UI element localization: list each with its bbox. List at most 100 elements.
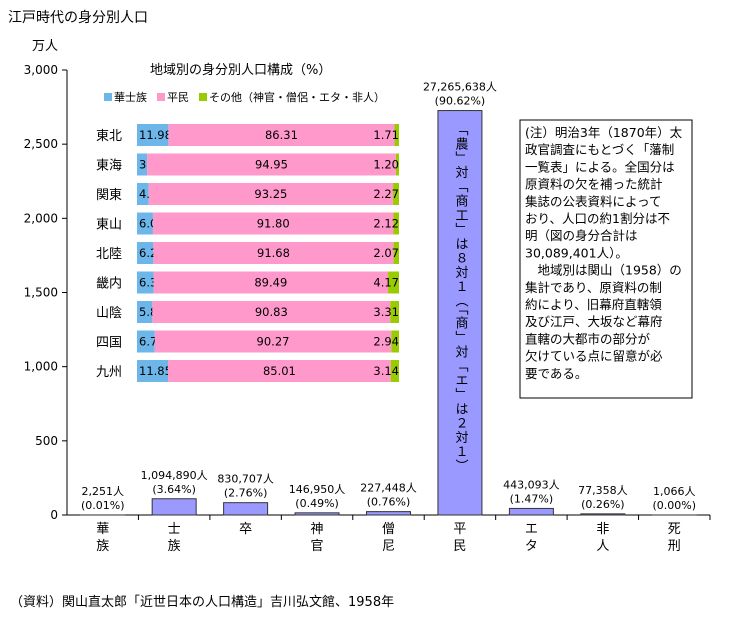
inset-value-label: 1.20: [373, 158, 399, 172]
y-tick-label: 0: [50, 508, 58, 522]
x-tick-char: 華: [96, 522, 109, 537]
y-unit: 万人: [32, 39, 58, 54]
x-tick-char: 士: [168, 522, 181, 537]
value-label: 227,448人: [360, 482, 417, 495]
x-tick-char: 尼: [382, 539, 395, 554]
x-tick-char: 人: [596, 539, 609, 554]
note-line: 要である。: [525, 366, 587, 381]
y-tick-label: 1,000: [24, 360, 58, 374]
note-line: 原資料の欠を補った統計: [525, 177, 663, 192]
note-line: 直轄の大都市の部分が: [525, 331, 651, 346]
x-tick-label: 非人: [596, 522, 609, 554]
inset-category: 東山: [96, 217, 122, 233]
value-label: 27,265,638人: [423, 81, 497, 94]
bar: [152, 499, 196, 515]
value-label: 77,358人: [578, 484, 628, 497]
inset-value-label: 90.83: [255, 305, 288, 319]
inset-value-label: 91.80: [257, 217, 290, 231]
share-label: (1.47%): [510, 492, 554, 505]
inset-value-label: 11.98: [139, 128, 172, 142]
inset-value-label: 4.17: [373, 276, 399, 290]
y-tick-label: 3,000: [24, 63, 58, 77]
inset-value-label: 90.27: [257, 335, 290, 349]
x-tick-label: 平民: [453, 522, 466, 554]
chart-title: 江戸時代の身分別人口: [8, 10, 148, 26]
x-tick-label: 士族: [168, 522, 181, 554]
x-tick-label: エタ: [525, 522, 538, 554]
y-tick-label: 500: [35, 434, 58, 448]
x-tick-char: 族: [168, 538, 181, 554]
note-line: 及び江戸、大坂など幕府: [525, 314, 663, 329]
share-label: (90.62%): [435, 95, 486, 108]
inset-category: 九州: [96, 365, 122, 380]
source: （資料）関山直太郎「近世日本の人口構造」吉川弘文館、1958年: [10, 595, 394, 610]
note-line: 一覧表」による。全国分は: [525, 159, 675, 174]
inset-value-label: 85.01: [263, 364, 296, 378]
note-line: 集計であり、原資料の制: [525, 280, 662, 295]
inset-value-label: 1.71: [373, 128, 399, 142]
inset-value-label: 3.31: [373, 305, 399, 319]
value-label: 1,066人: [653, 485, 696, 498]
x-tick-char: 神: [311, 522, 324, 537]
inset-category: 四国: [96, 336, 122, 351]
note-line: 集誌の公表資料によって: [525, 194, 662, 209]
inset-title: 地域別の身分別人口構成（%）: [150, 62, 331, 78]
bar-annotation: 「農」対「商工」は８対１（「商」対「エ」は２対１）: [452, 123, 468, 474]
note-line: (注）明治3年（1870年）太: [525, 125, 683, 140]
inset-value-label: 93.25: [254, 187, 287, 201]
bar: [224, 503, 268, 515]
inset-value-label: 89.49: [254, 276, 287, 290]
x-tick-char: 刑: [668, 539, 681, 554]
note-line: 地域別は関山（1958）の: [525, 263, 682, 278]
y-tick-label: 2,500: [24, 137, 58, 151]
share-label: (0.01%): [81, 499, 125, 512]
note-line: 政官調査にもとづく「藩制: [525, 142, 674, 157]
inset-category: 畿内: [96, 276, 122, 292]
note-line: 欠けている点に留意が必: [525, 349, 663, 364]
x-tick-char: タ: [525, 539, 538, 554]
inset-category: 関東: [96, 187, 122, 203]
inset-category: 東北: [96, 128, 122, 144]
inset-value-label: 2.94: [373, 335, 399, 349]
x-tick-label: 僧尼: [382, 522, 395, 554]
x-tick-char: 卒: [239, 522, 252, 537]
x-tick-char: 僧: [382, 522, 395, 537]
value-label: 443,093人: [503, 478, 560, 491]
inset-value-label: 2.12: [373, 217, 399, 231]
value-label: 830,707人: [217, 473, 274, 486]
note-line: おり、人口の約1割分は不: [525, 211, 670, 226]
y-tick-label: 2,000: [24, 211, 58, 225]
note-line: 明（図の身分合計は: [525, 228, 638, 243]
x-tick-char: 死: [668, 522, 681, 537]
x-tick-char: 非: [596, 522, 609, 537]
inset-value-label: 2.07: [373, 246, 399, 260]
inset-category: 山陰: [96, 306, 122, 321]
share-label: (0.00%): [653, 499, 697, 512]
legend-swatch: [157, 93, 165, 101]
value-label: 2,251人: [81, 485, 124, 498]
inset-value-label: 94.95: [255, 158, 288, 172]
bar: [367, 512, 411, 515]
legend-label: 華士族: [114, 90, 147, 104]
bar: [295, 513, 339, 515]
share-label: (0.49%): [295, 497, 339, 510]
legend-swatch: [104, 93, 112, 101]
x-tick-char: 平: [453, 522, 466, 537]
value-label: 1,094,890人: [141, 469, 208, 482]
x-tick-label: 華族: [96, 522, 109, 554]
inset-category: 北陸: [96, 246, 122, 262]
inset-category: 東海: [96, 158, 122, 174]
x-tick-label: 神官: [311, 522, 324, 554]
x-tick-char: エ: [525, 522, 538, 537]
share-label: (0.76%): [367, 496, 411, 509]
share-label: (3.64%): [152, 483, 196, 496]
legend-swatch: [199, 93, 207, 101]
x-tick-char: 民: [453, 539, 466, 554]
inset-value-label: 11.85: [139, 364, 172, 378]
note-line: 約により、旧幕府直轄領: [525, 297, 662, 312]
bar: [581, 514, 625, 515]
legend-label: その他（神官・僧侶・エタ・非人）: [209, 90, 385, 104]
note-line: 30,089,401人）。: [525, 245, 628, 260]
share-label: (0.26%): [581, 498, 625, 511]
